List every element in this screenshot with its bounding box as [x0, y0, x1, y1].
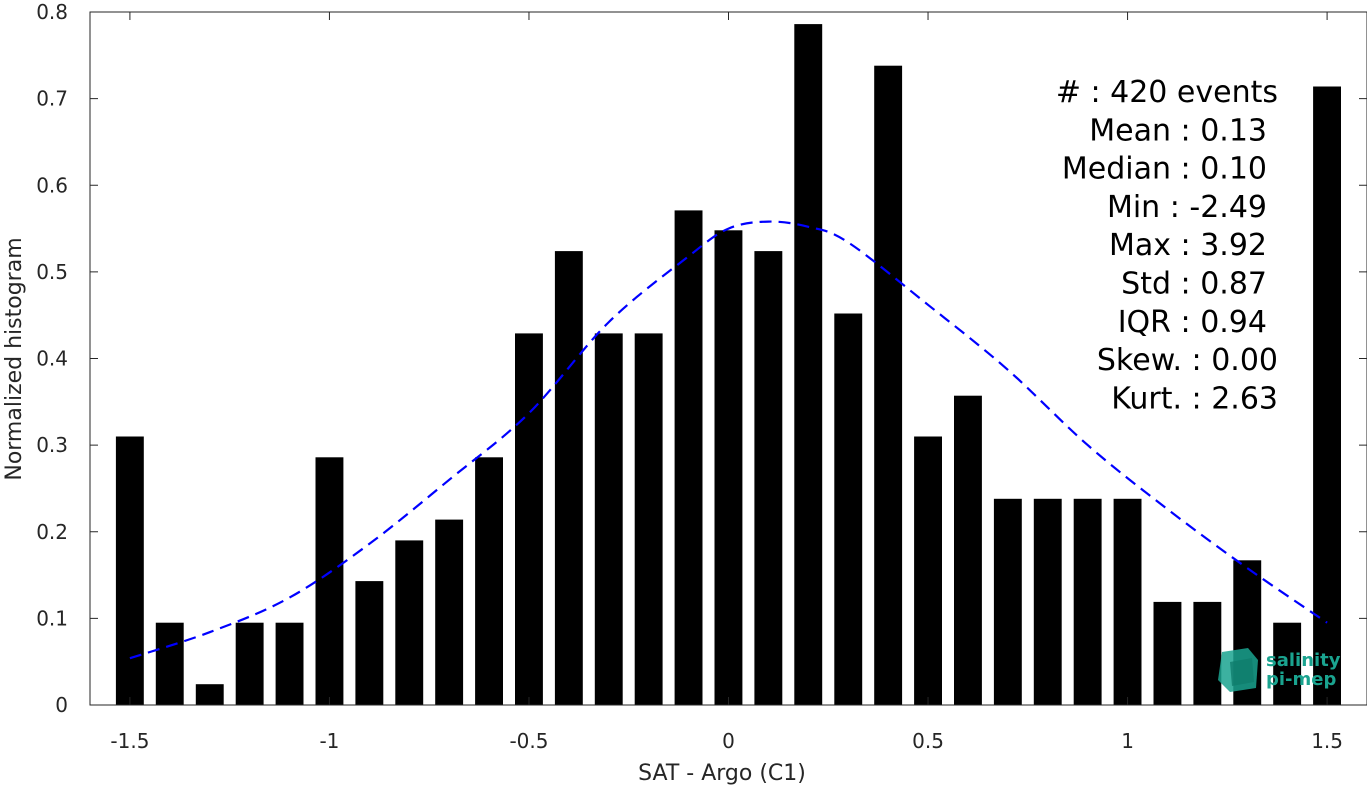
- y-axis-label: Normalized histogram: [2, 237, 27, 480]
- stat-line: Std : 0.87: [1121, 267, 1267, 302]
- histogram-bar: [1313, 86, 1341, 705]
- x-axis-ticks: -1.5 -1 -0.5 0 0.5 1 1.5: [110, 12, 1343, 753]
- histogram-bar: [195, 684, 224, 705]
- histogram-bar: [954, 395, 982, 705]
- histogram-bar: [594, 333, 623, 705]
- stat-line: Mean : 0.13: [1089, 113, 1267, 148]
- y-tick-label: 0: [55, 693, 68, 717]
- histogram-bar: [634, 333, 663, 705]
- histogram-bar: [554, 251, 583, 705]
- logo-line2: pi-mep: [1266, 669, 1336, 690]
- histogram-bar: [1193, 601, 1222, 705]
- histogram-bar: [275, 622, 304, 705]
- stat-line: Kurt. : 2.63: [1111, 381, 1278, 416]
- stat-line: Max : 3.92: [1109, 228, 1267, 263]
- histogram-bar: [794, 24, 823, 706]
- y-tick-label: 0.6: [36, 173, 68, 197]
- histogram-bar: [1153, 601, 1182, 705]
- histogram-bar: [235, 622, 264, 705]
- x-tick-label: 0: [722, 729, 735, 753]
- histogram-bar: [754, 251, 783, 705]
- salinity-pimep-logo: salinity pi-mep: [1218, 648, 1341, 692]
- x-tick-label: 1: [1121, 729, 1134, 753]
- histogram-bar: [993, 498, 1022, 705]
- histogram-bar: [435, 519, 464, 705]
- stat-line: Median : 0.10: [1062, 152, 1267, 187]
- histogram-bar: [1033, 498, 1062, 705]
- histogram-bar: [674, 210, 703, 705]
- histogram-bar: [315, 457, 344, 705]
- y-tick-label: 0.7: [36, 87, 68, 111]
- histogram-bar: [155, 622, 184, 705]
- stat-line: Min : -2.49: [1107, 190, 1267, 225]
- x-tick-label: -1.5: [110, 729, 149, 753]
- x-tick-label: -1: [319, 729, 339, 753]
- x-tick-label: 1.5: [1311, 729, 1343, 753]
- histogram-bar: [834, 313, 863, 705]
- y-tick-label: 0.3: [36, 433, 68, 457]
- stat-line: Skew. : 0.00: [1097, 343, 1278, 378]
- histogram-bar: [1073, 498, 1102, 705]
- gaussian-fit-curve: [129, 220, 1328, 660]
- y-tick-label: 0.2: [36, 520, 68, 544]
- histogram-bar: [1113, 498, 1142, 705]
- y-tick-label: 0.1: [36, 606, 68, 630]
- x-tick-label: -0.5: [509, 729, 548, 753]
- y-tick-label: 0.4: [36, 347, 68, 371]
- stat-line: IQR : 0.94: [1118, 305, 1267, 340]
- histogram-bar: [115, 436, 144, 705]
- logo-line1: salinity: [1266, 650, 1341, 671]
- y-tick-label: 0.5: [36, 260, 68, 284]
- histogram-bar: [515, 333, 543, 705]
- histogram-bar: [395, 540, 424, 705]
- x-tick-label: 0.5: [912, 729, 944, 753]
- histogram-bar: [1273, 622, 1302, 705]
- histogram-bar: [714, 230, 743, 706]
- histogram-bar: [914, 436, 942, 705]
- stat-line: # : 420 events: [1056, 75, 1278, 110]
- x-axis-label: SAT - Argo (C1): [638, 761, 806, 786]
- bars-group: [115, 24, 1341, 706]
- histogram-bar: [355, 581, 384, 705]
- salinity-cube-logo-facet: [1230, 658, 1254, 686]
- histogram-bar: [874, 65, 903, 705]
- y-axis-ticks: 0 0.1 0.2 0.3 0.4 0.5 0.6 0.7 0.8: [36, 0, 1367, 717]
- y-tick-label: 0.8: [36, 0, 68, 24]
- histogram-bar: [475, 457, 503, 705]
